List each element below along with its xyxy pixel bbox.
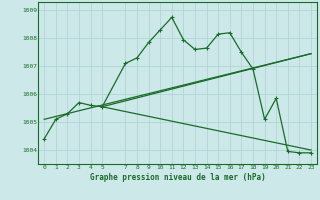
X-axis label: Graphe pression niveau de la mer (hPa): Graphe pression niveau de la mer (hPa) — [90, 173, 266, 182]
